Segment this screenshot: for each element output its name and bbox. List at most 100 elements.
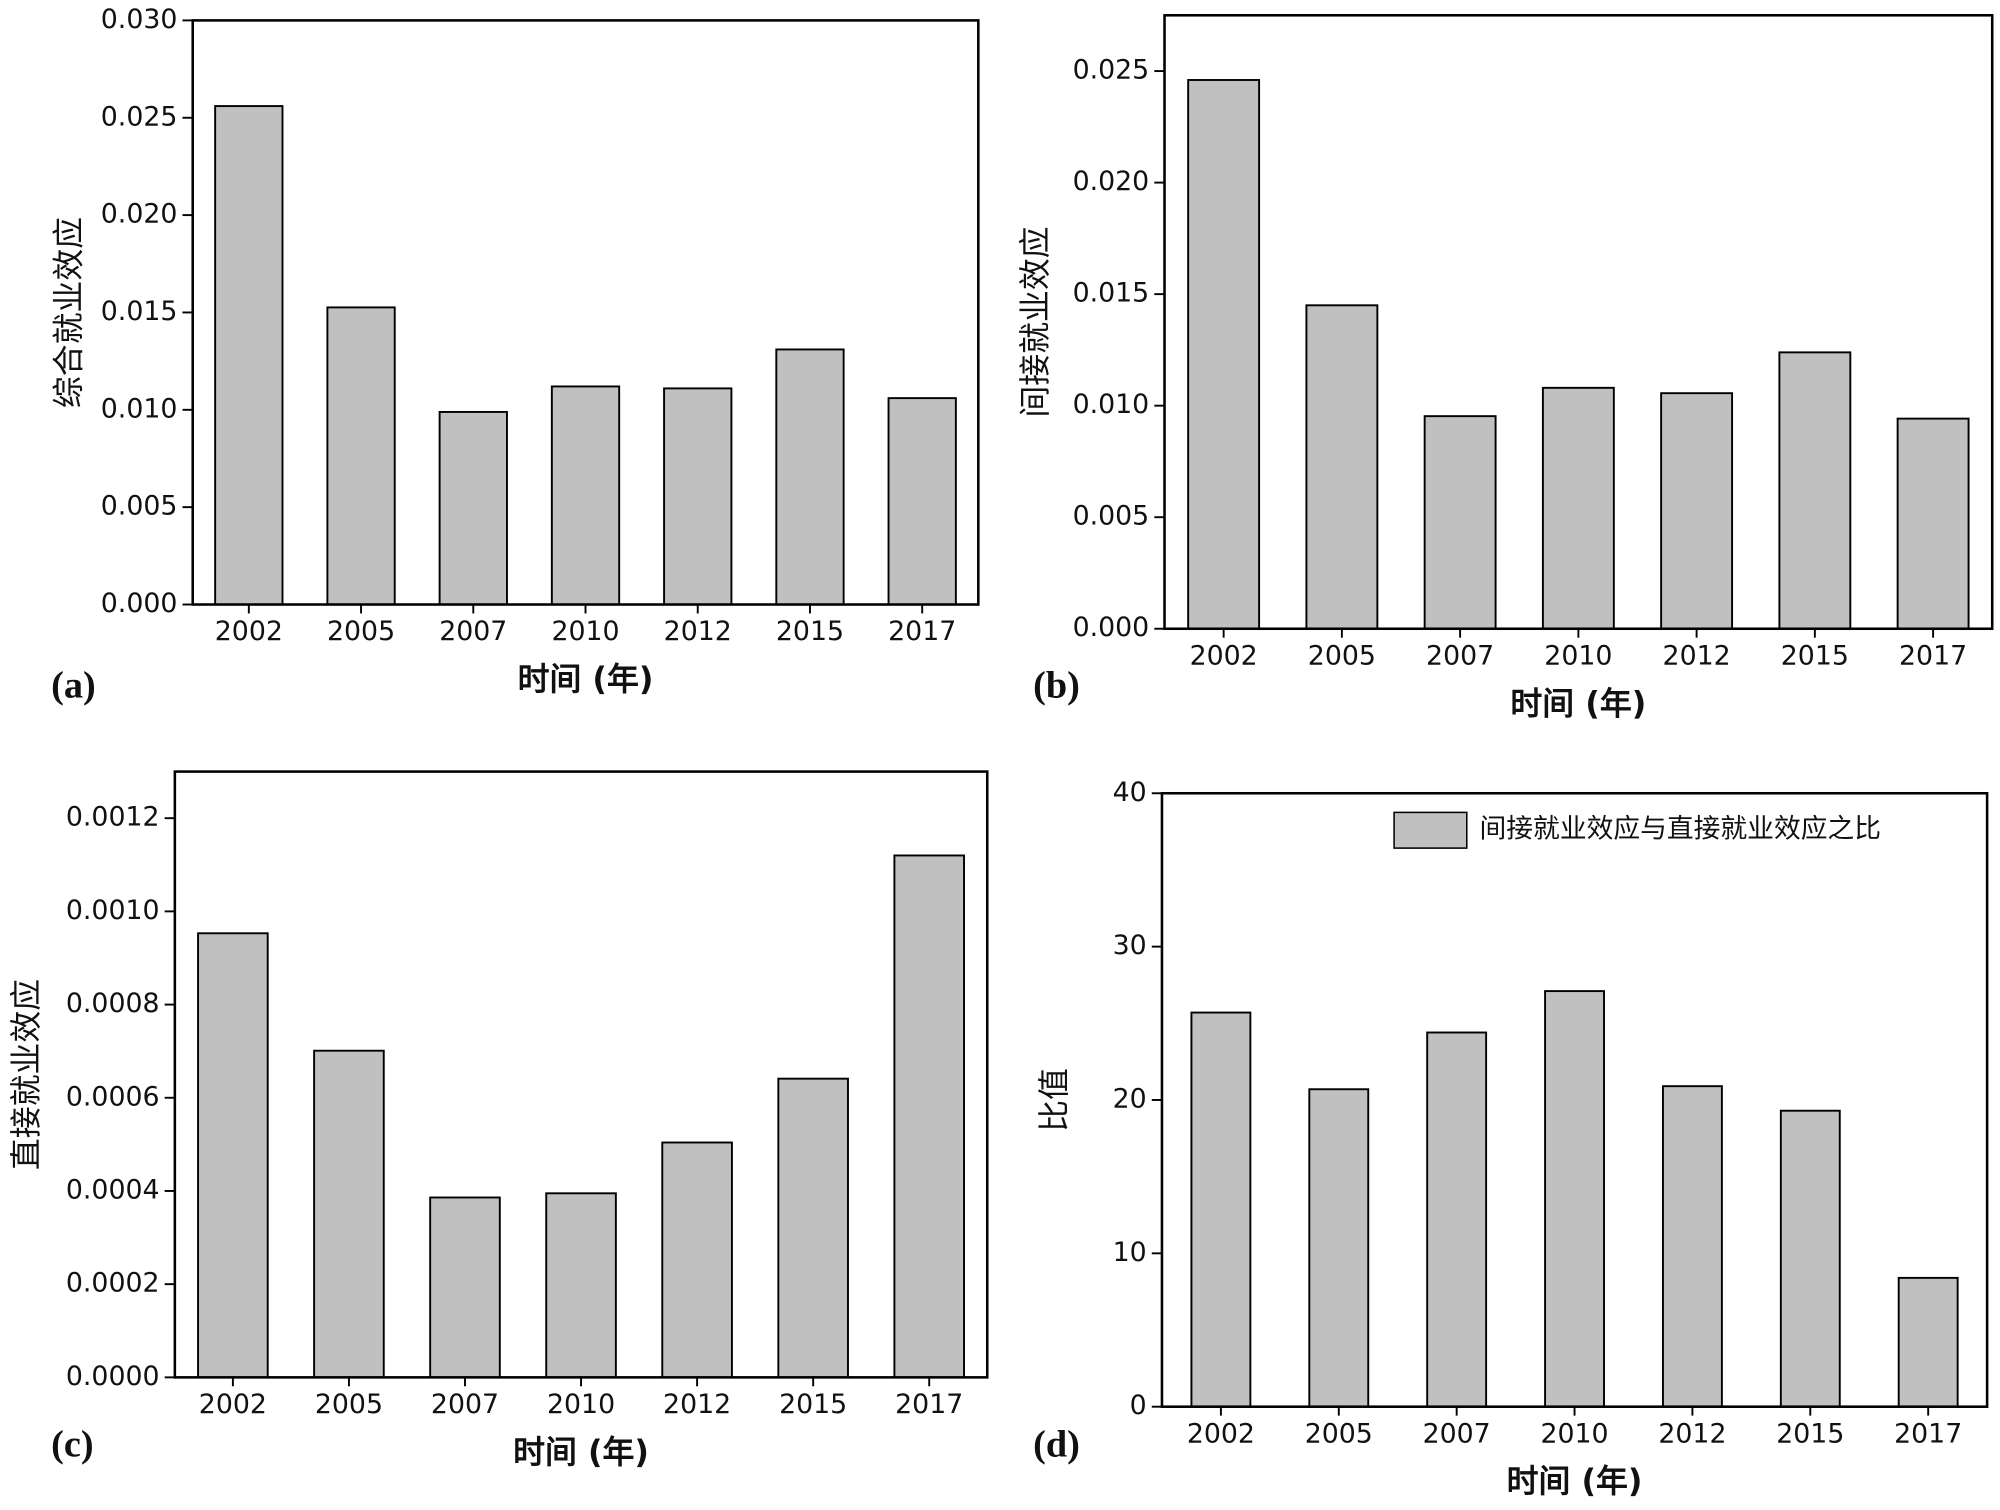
x-tick-label: 2007 <box>431 1389 499 1420</box>
x-tick-label: 2005 <box>1308 640 1376 671</box>
y-tick-label: 0.0012 <box>66 802 160 833</box>
y-tick-label: 0.030 <box>101 4 178 35</box>
x-tick-label: 2002 <box>199 1389 267 1420</box>
x-tick-label: 2010 <box>551 616 619 647</box>
bar <box>197 932 269 1379</box>
bar <box>663 387 733 606</box>
x-tick-label: 2015 <box>776 616 844 647</box>
x-axis-label: 时间 (年) <box>518 660 654 698</box>
y-tick-label: 0.000 <box>1073 612 1150 643</box>
x-tick-label: 2005 <box>315 1389 383 1420</box>
bar <box>1661 1085 1723 1408</box>
y-tick-label: 0.0002 <box>66 1268 160 1299</box>
bar <box>1187 79 1261 630</box>
bar <box>661 1141 733 1379</box>
x-tick-label: 2017 <box>888 616 956 647</box>
x-tick-label: 2012 <box>1658 1418 1726 1449</box>
panel-label: (c) <box>51 1423 93 1465</box>
x-tick-label: 2007 <box>1426 640 1494 671</box>
x-tick-label: 2007 <box>1423 1418 1491 1449</box>
plot-frame <box>191 19 980 606</box>
y-tick-label: 0.015 <box>101 296 178 327</box>
x-tick-label: 2012 <box>663 1389 731 1420</box>
y-tick-label: 0 <box>1130 1390 1147 1421</box>
y-tick-label: 0.0000 <box>66 1361 160 1392</box>
y-tick-label: 0.025 <box>1073 55 1150 86</box>
x-tick-label: 2017 <box>1899 640 1967 671</box>
y-tick-label: 0.000 <box>101 588 178 619</box>
bar <box>1190 1011 1252 1408</box>
x-tick-label: 2005 <box>327 616 395 647</box>
y-axis-label: 直接就业效应 <box>7 979 45 1170</box>
y-tick-label: 0.025 <box>101 101 178 132</box>
y-tick-label: 30 <box>1113 930 1147 961</box>
x-tick-label: 2017 <box>895 1389 963 1420</box>
bar <box>777 1077 849 1379</box>
y-tick-label: 0.0008 <box>66 988 160 1019</box>
y-tick-label: 0.0006 <box>66 1081 160 1112</box>
x-tick-label: 2017 <box>1894 1418 1962 1449</box>
legend-label: 间接就业效应与直接就业效应之比 <box>1480 814 1881 845</box>
y-tick-label: 10 <box>1113 1237 1147 1268</box>
bar <box>1896 417 1970 630</box>
x-axis-label: 时间 (年) <box>1510 684 1646 722</box>
bar <box>1426 1031 1488 1408</box>
panel-label: (d) <box>1033 1423 1080 1465</box>
plot-frame <box>1163 14 1994 631</box>
x-tick-label: 2010 <box>1544 640 1612 671</box>
bar <box>1778 351 1852 630</box>
panel-label: (b) <box>1033 664 1080 706</box>
y-tick-label: 0.020 <box>101 199 178 230</box>
bar <box>1305 304 1379 630</box>
x-tick-label: 2015 <box>779 1389 847 1420</box>
y-tick-label: 0.010 <box>101 393 178 424</box>
plot-frame <box>1160 791 1989 1408</box>
y-axis-label: 综合就业效应 <box>49 217 87 408</box>
x-tick-label: 2012 <box>1663 640 1731 671</box>
bar <box>1779 1109 1841 1408</box>
x-tick-label: 2002 <box>1190 640 1258 671</box>
bar <box>313 1049 385 1379</box>
bar <box>775 348 845 606</box>
y-tick-label: 0.005 <box>101 491 178 522</box>
y-axis-label: 间接就业效应 <box>1016 226 1054 417</box>
bar <box>326 306 396 606</box>
y-tick-label: 0.0004 <box>66 1174 160 1205</box>
x-tick-label: 2010 <box>1540 1418 1608 1449</box>
bar <box>893 854 965 1379</box>
bar <box>1423 415 1497 630</box>
y-tick-label: 0.010 <box>1073 389 1150 420</box>
bar <box>1544 990 1605 1408</box>
x-tick-label: 2010 <box>547 1389 615 1420</box>
y-tick-label: 20 <box>1113 1083 1147 1114</box>
bar <box>438 410 508 606</box>
bar <box>1541 386 1615 630</box>
x-tick-label: 2002 <box>215 616 283 647</box>
bar <box>429 1196 501 1379</box>
y-tick-label: 0.020 <box>1073 166 1150 197</box>
x-tick-label: 2005 <box>1305 1418 1373 1449</box>
y-axis-label: 比值 <box>1035 1068 1073 1132</box>
x-tick-label: 2015 <box>1781 640 1849 671</box>
y-tick-label: 0.0010 <box>66 895 160 926</box>
bar <box>887 397 957 606</box>
bar <box>1897 1276 1959 1408</box>
bar <box>214 105 284 606</box>
y-tick-label: 0.015 <box>1073 278 1150 309</box>
bar <box>545 1192 617 1379</box>
x-tick-label: 2015 <box>1776 1418 1844 1449</box>
y-tick-label: 40 <box>1113 777 1147 808</box>
x-tick-label: 2012 <box>664 616 732 647</box>
plot-frame <box>173 770 989 1379</box>
x-axis-label: 时间 (年) <box>1507 1462 1643 1500</box>
bar <box>1660 392 1734 630</box>
bar <box>550 385 621 606</box>
y-tick-label: 0.005 <box>1073 501 1150 532</box>
panel-label: (a) <box>51 664 96 706</box>
x-axis-label: 时间 (年) <box>513 1433 649 1471</box>
bar <box>1308 1088 1370 1408</box>
x-tick-label: 2007 <box>439 616 507 647</box>
x-tick-label: 2002 <box>1187 1418 1255 1449</box>
